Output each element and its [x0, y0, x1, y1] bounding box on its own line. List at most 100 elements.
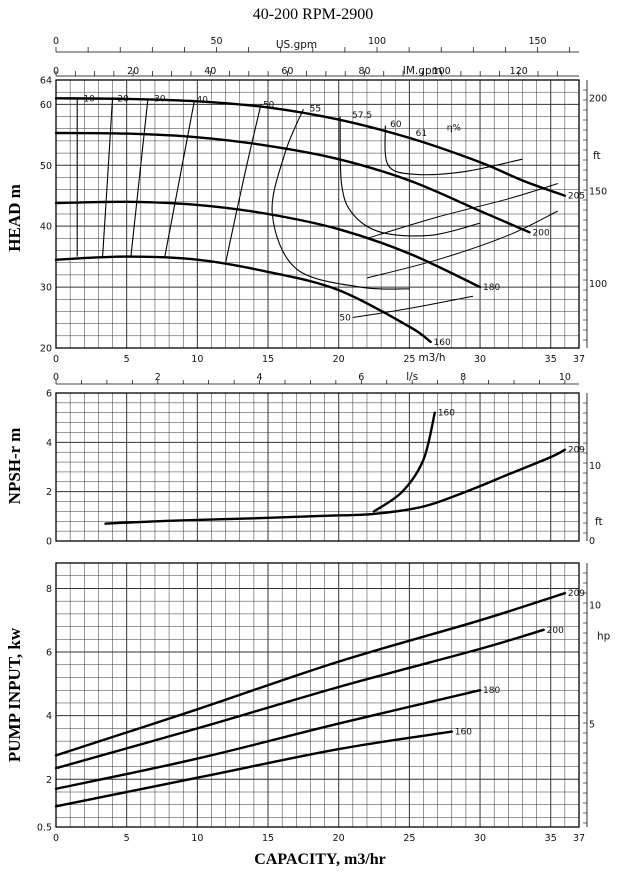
- im-gpm-tick-label: 60: [281, 66, 293, 77]
- ls-tick-label: 0: [53, 372, 59, 383]
- ls-tick-label: 8: [460, 372, 466, 383]
- ls-tick-label: 2: [155, 372, 161, 383]
- npsh-series-209: [104, 448, 567, 525]
- efficiency-curve-57.5: [339, 116, 481, 237]
- head-series-200: [54, 131, 531, 234]
- efficiency-curve-60: [384, 125, 523, 176]
- power-y-tick-label: 2: [46, 775, 52, 786]
- chart-title: 40-200 RPM-2900: [253, 6, 373, 23]
- power-x-tick-label: 35: [545, 833, 557, 844]
- margin-line-label: 50: [339, 314, 351, 324]
- efficiency-curve-50: [225, 104, 262, 263]
- m3h-label: m3/h: [418, 352, 445, 364]
- head-x-tick-label: 37: [573, 354, 585, 365]
- us-gpm-tick-label: 150: [528, 36, 546, 47]
- npsh-y-axis-label: NPSH-r m: [5, 428, 24, 505]
- ft-tick-label: 100: [589, 279, 607, 290]
- power-x-tick-label: 20: [333, 833, 345, 844]
- head-x-tick-label: 30: [474, 354, 486, 365]
- im-gpm-tick-label: 20: [127, 66, 139, 77]
- power-x-tick-label: 25: [403, 833, 415, 844]
- npsh-y-tick-label: 4: [46, 438, 52, 449]
- head-x-tick-label: 0: [53, 354, 59, 365]
- power-y-tick-label: 6: [46, 648, 52, 659]
- power-series-209: [54, 592, 567, 757]
- head-x-tick-label: 20: [333, 354, 345, 365]
- efficiency-label: 61: [416, 129, 427, 139]
- head-y-tick-label: 40: [40, 222, 52, 233]
- ft-label: ft: [593, 150, 601, 162]
- im-gpm-tick-label: 40: [204, 66, 216, 77]
- power-series-180: [54, 689, 482, 790]
- efficiency-curve-40: [164, 99, 196, 257]
- efficiency-label: 60: [390, 120, 402, 130]
- npsh-frame: [55, 392, 580, 542]
- im-gpm-label: IM.gpm: [403, 65, 442, 77]
- power-series-160: [54, 730, 453, 808]
- ft-tick-label: 200: [589, 94, 607, 105]
- efficiency-curve-20: [102, 98, 114, 257]
- head-y-tick-label: 60: [40, 100, 52, 111]
- power-series-label: 160: [455, 728, 472, 738]
- us-gpm-label: US.gpm: [276, 39, 317, 51]
- npsh-ft-tick-label: 0: [589, 536, 595, 547]
- head-x-tick-label: 25: [403, 354, 415, 365]
- power-panel: 0.5 2 4 6 8 0 5 10 15 20 25 30 35 37 209 200 180 160 5 10 hp: [37, 562, 611, 844]
- efficiency-curve-55: [271, 108, 410, 290]
- hp-tick-label: 10: [589, 601, 601, 612]
- power-x-tick-label: 30: [474, 833, 486, 844]
- head-frame: [55, 79, 580, 349]
- head-y-tick-label: 30: [40, 283, 52, 294]
- head-series-label: 205: [568, 192, 585, 202]
- us-gpm-tick-label: 100: [368, 36, 386, 47]
- im-gpm-tick-label: 100: [433, 66, 451, 77]
- power-x-tick-label: 37: [573, 833, 585, 844]
- npsh-ft-label: ft: [595, 516, 603, 528]
- im-gpm-tick-label: 80: [358, 66, 370, 77]
- hp-label: hp: [597, 630, 611, 642]
- power-frame: [55, 562, 580, 828]
- npsh-y-tick-label: 0: [46, 537, 52, 548]
- hp-tick-label: 5: [589, 719, 595, 730]
- ls-tick-label: 4: [257, 372, 263, 383]
- im-gpm-tick-label: 120: [510, 66, 528, 77]
- head-series-205: [54, 97, 567, 197]
- power-series-200: [54, 628, 545, 770]
- head-y-axis-label: HEAD m: [5, 184, 24, 252]
- margin-line: [366, 183, 558, 239]
- power-y-tick-label: 4: [46, 711, 52, 722]
- npsh-y-tick-label: 6: [46, 389, 52, 400]
- npsh-series-label: 160: [438, 409, 455, 419]
- npsh-ft-tick-label: 10: [589, 461, 601, 472]
- efficiency-label: 57.5: [352, 111, 372, 121]
- head-series-label: 200: [533, 228, 550, 238]
- power-x-tick-label: 15: [262, 833, 274, 844]
- head-y-tick-label: 64: [40, 76, 52, 87]
- efficiency-label: 10: [83, 94, 95, 104]
- us-gpm-tick-label: 0: [53, 36, 59, 47]
- power-y-tick-label: 8: [46, 584, 52, 595]
- head-series-180: [54, 200, 482, 289]
- npsh-y-tick-label: 2: [46, 487, 52, 498]
- efficiency-label: 20: [117, 94, 129, 104]
- head-series-160: [54, 255, 432, 344]
- head-series-label: 160: [434, 338, 451, 348]
- ls-tick-label: 10: [559, 372, 571, 383]
- power-series-label: 209: [568, 589, 585, 599]
- head-x-tick-label: 10: [191, 354, 203, 365]
- margin-line: [366, 210, 559, 279]
- power-x-tick-label: 10: [191, 833, 203, 844]
- efficiency-curve-30: [130, 98, 149, 257]
- head-x-tick-label: 35: [545, 354, 557, 365]
- x-axis-label: CAPACITY, m3/hr: [254, 851, 386, 868]
- power-series-label: 180: [483, 686, 500, 696]
- power-y-tick-label: 0.5: [37, 823, 52, 834]
- ft-tick-label: 150: [589, 186, 607, 197]
- efficiency-label: 30: [154, 94, 166, 104]
- efficiency-label: 40: [197, 96, 209, 106]
- margin-line: [352, 295, 474, 318]
- efficiency-label: 50: [263, 100, 275, 110]
- head-x-tick-label: 15: [262, 354, 274, 365]
